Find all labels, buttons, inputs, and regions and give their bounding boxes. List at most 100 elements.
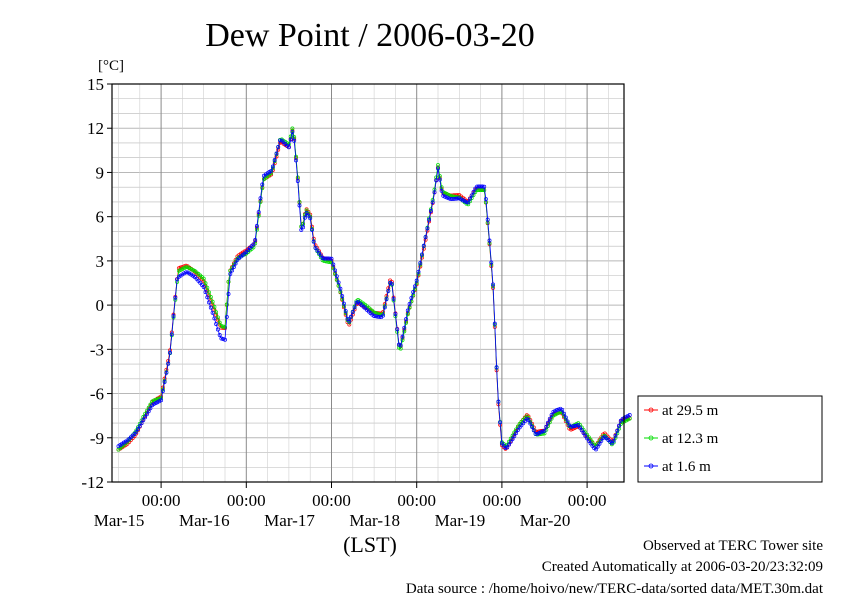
data-point — [597, 441, 602, 446]
data-point — [231, 265, 236, 269]
x-tick-time: 00:00 — [568, 491, 607, 510]
data-point — [304, 211, 309, 215]
data-point — [373, 314, 378, 319]
data-point — [615, 428, 620, 433]
data-point — [136, 427, 140, 431]
data-point — [205, 285, 210, 290]
data-point — [308, 216, 313, 221]
data-point — [411, 290, 416, 295]
data-point — [581, 431, 586, 435]
data-point — [450, 194, 455, 199]
data-point — [350, 310, 355, 315]
data-point — [212, 305, 217, 309]
data-point — [528, 421, 533, 426]
data-point — [223, 325, 227, 330]
data-point — [547, 416, 552, 421]
data-point — [464, 200, 469, 205]
data-point — [338, 286, 343, 291]
data-point — [221, 324, 226, 329]
data-point — [148, 402, 153, 407]
data-point — [134, 429, 139, 434]
data-point — [570, 424, 575, 429]
data-point — [318, 253, 323, 258]
data-point — [421, 243, 426, 248]
data-point — [538, 430, 543, 435]
chart-title: Dew Point / 2006-03-20 — [205, 17, 535, 54]
data-point — [233, 261, 238, 266]
data-point — [531, 428, 536, 433]
data-point — [352, 305, 357, 310]
data-point — [512, 434, 517, 439]
data-point — [226, 292, 231, 296]
data-point — [489, 260, 494, 265]
x-tick-date: Mar-19 — [435, 511, 486, 530]
data-point — [345, 316, 350, 321]
data-point — [569, 427, 574, 432]
x-tick-date: Mar-16 — [179, 511, 230, 530]
data-point — [485, 217, 490, 222]
data-point — [578, 425, 582, 430]
data-point — [203, 281, 208, 286]
y-axis-ticks: 15 12 9 6 3 0 -3 -6 -9 -12 — [81, 75, 112, 492]
data-point — [556, 407, 561, 412]
plot-frame — [111, 83, 625, 483]
x-axis-ticks: 00:00Mar-1500:00Mar-1600:00Mar-1700:00Ma… — [94, 482, 607, 530]
data-point — [414, 278, 419, 283]
data-point — [423, 235, 428, 240]
data-point — [402, 325, 407, 330]
data-point — [501, 443, 506, 448]
data-point — [310, 227, 314, 232]
data-point — [480, 188, 485, 193]
data-point — [384, 297, 389, 302]
data-point — [469, 193, 474, 198]
data-point — [611, 438, 616, 443]
x-tick-date: Mar-20 — [520, 511, 571, 530]
data-point — [272, 158, 277, 162]
data-point — [427, 217, 432, 222]
data-point — [217, 333, 222, 337]
data-point — [212, 316, 217, 321]
data-point — [258, 196, 263, 201]
data-point — [256, 210, 261, 215]
data-point — [301, 225, 306, 230]
data-point — [476, 184, 481, 189]
data-point — [304, 208, 309, 213]
legend: at 29.5 m at 12.3 m at 1.6 m — [637, 395, 823, 483]
data-point — [569, 424, 574, 429]
data-point — [395, 327, 400, 332]
data-point — [217, 320, 222, 325]
data-point — [448, 196, 453, 201]
data-point — [572, 424, 577, 428]
data-point — [162, 380, 167, 384]
legend-marker — [648, 407, 654, 413]
data-point — [152, 401, 156, 406]
data-point — [450, 197, 455, 201]
data-point — [510, 437, 515, 441]
x-axis-label: (LST) — [343, 532, 397, 557]
data-point — [230, 268, 235, 273]
data-point — [416, 269, 421, 274]
data-point — [391, 296, 396, 301]
data-point — [203, 290, 208, 295]
data-point — [404, 320, 409, 325]
data-point — [398, 343, 403, 348]
data-point — [565, 419, 570, 424]
data-point — [219, 324, 224, 328]
y-tick-label: 0 — [96, 296, 105, 315]
data-point — [595, 444, 600, 449]
data-point — [215, 327, 220, 332]
data-point — [144, 412, 149, 417]
data-point — [313, 245, 318, 250]
data-point — [560, 407, 565, 412]
legend-label: at 12.3 m — [662, 431, 719, 447]
data-point — [137, 424, 142, 429]
data-point — [514, 431, 519, 436]
data-point — [482, 184, 487, 189]
data-point — [173, 295, 178, 300]
data-point — [201, 285, 206, 289]
data-point — [164, 370, 169, 375]
data-point — [514, 427, 519, 432]
y-tick-label: 6 — [96, 208, 105, 227]
data-point — [329, 256, 334, 261]
data-point — [574, 423, 579, 428]
